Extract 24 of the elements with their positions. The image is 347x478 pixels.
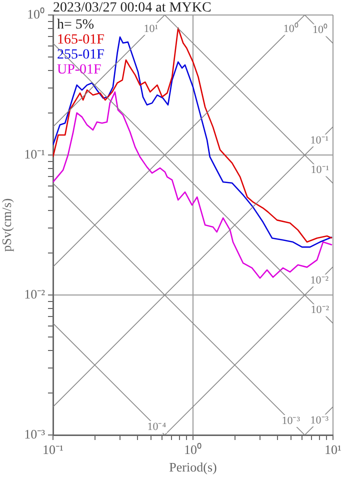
y-tick-label: 10⁻³ bbox=[24, 426, 46, 442]
series-label: 255-01F bbox=[57, 48, 105, 63]
x-axis-title: Period(s) bbox=[169, 460, 217, 475]
x-tick-label: 10⁰ bbox=[184, 442, 202, 458]
x-tick-label: 10⁻¹ bbox=[42, 442, 64, 458]
annotation: 10⁻¹ bbox=[310, 134, 329, 146]
annotation: 10⁻⁴ bbox=[147, 420, 166, 433]
annotation: 10⁻² bbox=[310, 304, 330, 316]
annotation: 10⁰ bbox=[312, 23, 328, 36]
annotation: 10⁻³ bbox=[282, 414, 301, 427]
annotation: 10⁻³ bbox=[310, 414, 330, 426]
series-label: UP-01F bbox=[57, 62, 102, 78]
x-tick-label: 10¹ bbox=[324, 442, 342, 458]
series-label: 165-01F bbox=[57, 32, 105, 48]
annotation: 10⁻¹ bbox=[310, 164, 330, 176]
y-tick-label: 10⁻¹ bbox=[24, 146, 46, 162]
y-axis-title: pSv(cm/s) bbox=[0, 198, 14, 252]
annotation: 10¹ bbox=[144, 22, 158, 35]
annotation: h= 5% bbox=[57, 18, 94, 33]
annotation: 10⁰ bbox=[283, 22, 298, 35]
y-tick-label: 10⁰ bbox=[27, 6, 45, 22]
chart-title: 2023/03/27 00:04 at MYKC bbox=[53, 0, 212, 16]
annotation: 10⁻² bbox=[310, 274, 330, 286]
y-tick-label: 10⁻² bbox=[24, 286, 46, 302]
